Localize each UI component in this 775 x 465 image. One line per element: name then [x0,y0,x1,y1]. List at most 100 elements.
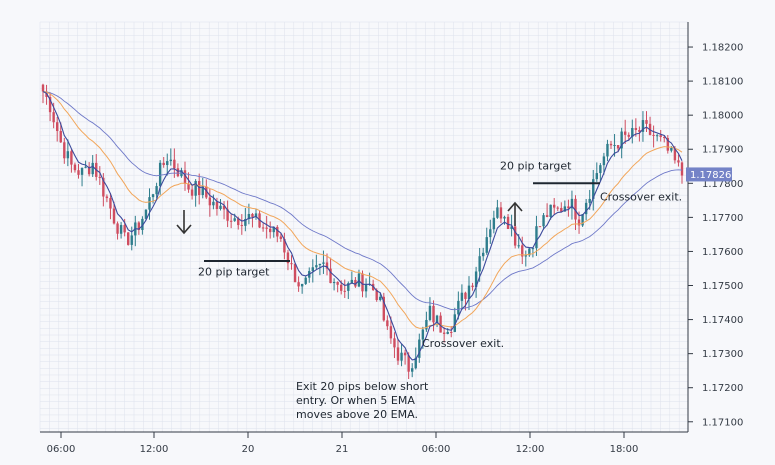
candle-body [489,229,492,238]
candle-body [304,277,307,284]
candle-body [144,209,148,219]
candle-body [141,218,144,231]
candle-body [162,162,165,166]
up-arrow-icon [507,201,523,212]
candle-body [382,296,385,321]
candle-body [169,159,172,162]
candle-body [439,315,442,333]
axes: 1.18200 1.18100 1.18000 1.17900 1.17800 1.177… [40,22,743,455]
x-tick-label: 18:00 [610,444,639,455]
annotation-text: 20 pip target [500,160,572,173]
candle-body [432,305,435,323]
candle-body [237,218,240,226]
price-tag-box [686,167,732,182]
candle-body [652,134,655,136]
candle-body [63,142,66,159]
candle-body [421,329,425,340]
candle-body [471,285,474,288]
candle-body [496,207,499,218]
candle-body [105,196,109,199]
annotations: 20 pip target Crossover exit. 20 pip targe… [176,160,682,421]
candles [41,83,684,380]
candle-body [545,215,549,218]
ema-5-line [42,91,683,361]
candle-body [418,339,421,358]
candle-body [563,206,567,212]
candle-body [183,170,187,184]
candle-body [244,219,247,226]
candle-body [261,227,265,229]
candle-body [595,173,598,180]
candle-body [670,148,673,151]
annotation-text: 20 pip target [198,265,270,278]
candle-body [130,235,133,245]
candle-body [602,156,606,166]
candle-body [574,198,577,220]
y-tick-label: 1.17800 [702,179,743,190]
candle-body [379,296,382,301]
candle-body [606,143,609,157]
candle-body [400,352,403,361]
candle-body [655,135,659,137]
candle-body [212,201,215,206]
candle-body [222,205,226,210]
candle-body [673,148,677,161]
candle-body [286,252,290,264]
candle-body [428,305,432,320]
x-tick-label: 20 [242,444,255,455]
candle-body [155,186,158,195]
candle-body [343,290,346,292]
candle-body [634,127,638,131]
y-tick-label: 1.17300 [702,349,743,360]
candle-body [151,194,155,198]
candle-body [66,151,70,159]
candle-body [524,255,527,257]
candle-body [592,179,595,199]
candle-body [453,314,456,332]
candle-body [549,204,552,218]
candle-body [354,279,357,287]
candle-body [77,170,80,175]
candle-body [325,262,329,269]
candle-body [680,162,684,176]
candle-body [560,207,563,212]
candle-body [300,283,304,287]
candle-body [666,138,669,151]
candle-body [588,198,591,203]
candle-body [56,122,59,131]
y-tick-label: 1.17600 [702,247,743,258]
candle-body [414,357,417,369]
candle-body [435,315,439,323]
x-tick-label: 06:00 [47,444,76,455]
candle-body [52,112,55,123]
candle-body [112,208,116,224]
candle-body [251,213,254,217]
moving-averages [42,91,683,361]
candle-body [87,166,91,175]
candle-body [460,292,464,301]
candle-body [627,134,630,137]
current-price-tag: 1.17826 [686,167,732,182]
candle-body [528,248,531,256]
annotation-text: Crossover exit. [422,337,504,350]
candle-body [464,292,467,299]
candle-body [577,219,581,226]
candle-body [247,213,251,220]
candle-body [375,290,378,301]
candle-body [269,228,272,233]
candle-body [517,245,520,247]
candle-body [624,131,627,135]
candle-body [386,320,389,327]
candle-body [276,226,279,237]
candle-body [173,159,176,169]
y-tick-label: 1.18200 [702,43,743,54]
note-text: moves above 20 EMA. [296,408,418,421]
candle-body [485,237,488,253]
candle-body [290,263,293,265]
candle-body [599,165,602,174]
candle-body [411,368,414,372]
y-tick-label: 1.17200 [702,383,743,394]
candle-body [127,232,130,245]
